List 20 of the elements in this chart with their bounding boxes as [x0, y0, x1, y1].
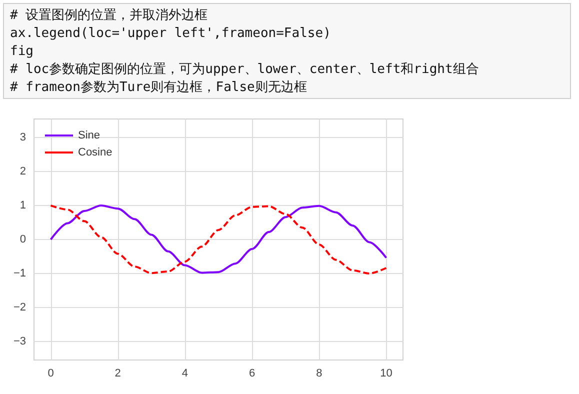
- y-tick-label: 0: [20, 234, 26, 246]
- y-tick-label: −3: [13, 335, 26, 348]
- x-tick-label: 8: [316, 368, 322, 380]
- x-tick-label: 0: [48, 368, 54, 380]
- x-tick-label: 10: [380, 368, 392, 380]
- x-tick-label: 6: [248, 368, 256, 380]
- y-tick-label: 1: [20, 200, 26, 212]
- y-tick-label: −2: [13, 301, 26, 314]
- text: ax.legend(loc='upper left',frameon=False): [10, 25, 332, 43]
- x-tick-label: 4: [182, 368, 188, 380]
- text: fig: [10, 43, 34, 61]
- x-tick-label: 2: [114, 368, 121, 380]
- legend-label: Cosine: [78, 146, 112, 158]
- y-tick-label: −1: [13, 267, 26, 280]
- legend-label: Sine: [78, 130, 100, 142]
- y-tick-label: 3: [20, 132, 26, 144]
- text: # 设置图例的位置，并取消外边框: [10, 7, 209, 25]
- text: # loc参数确定图例的位置，可为upper、lower、center、left和right组合: [10, 61, 480, 79]
- y-tick-label: 2: [20, 166, 26, 178]
- text: # frameon参数为Ture则有边框，False则无边框: [10, 79, 308, 97]
